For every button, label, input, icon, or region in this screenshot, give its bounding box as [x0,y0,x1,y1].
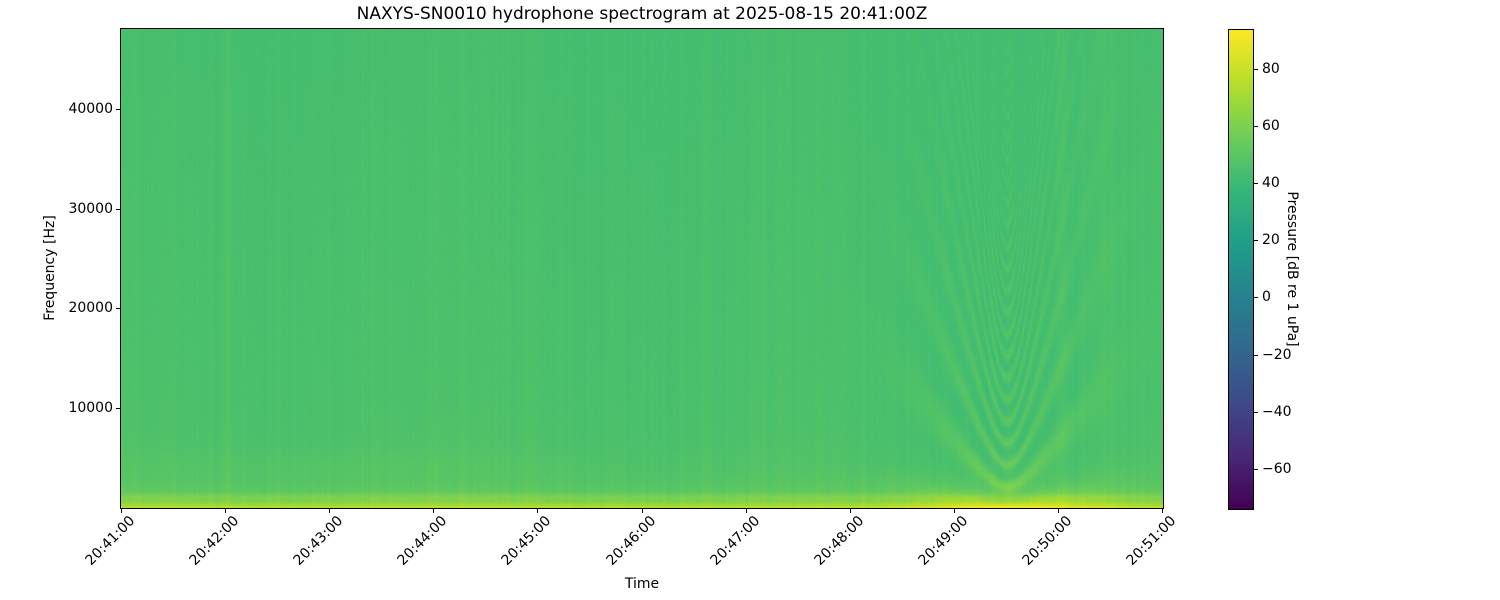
colorbar-tick-mark [1254,354,1258,356]
spectrogram-canvas [121,29,1163,508]
x-tick-mark [745,509,747,513]
x-tick-mark [849,509,851,513]
y-tick-label: 40000 [68,100,113,117]
x-tick-mark [329,509,331,513]
x-tick-mark [121,509,122,513]
colorbar [1228,29,1254,510]
colorbar-tick-label: 80 [1262,60,1280,77]
plot-area [120,28,1164,509]
x-tick-mark [225,509,227,513]
y-tick-mark [116,408,120,410]
x-tick-mark [1162,509,1163,513]
x-tick-label: 20:41:00 [82,513,139,569]
y-tick-mark [116,208,120,210]
colorbar-tick-mark [1254,182,1258,184]
colorbar-gradient [1229,30,1253,509]
colorbar-tick-mark [1254,411,1258,413]
x-axis-label: Time [624,576,660,592]
y-tick-label: 30000 [68,200,113,217]
colorbar-tick-mark [1254,68,1258,70]
y-tick-label: 20000 [68,300,113,317]
colorbar-tick-label: −40 [1262,403,1292,420]
x-tick-mark [1057,509,1059,513]
colorbar-tick-label: −60 [1262,460,1292,477]
colorbar-tick-label: 20 [1262,232,1280,249]
x-tick-mark [953,509,955,513]
colorbar-tick-label: 0 [1262,289,1271,306]
colorbar-tick-mark [1254,468,1258,470]
colorbar-label: Pressure [dB re 1 uPa] [1284,191,1300,347]
x-tick-mark [537,509,539,513]
colorbar-tick-mark [1254,125,1258,127]
colorbar-tick-mark [1254,297,1258,299]
y-tick-mark [116,108,120,110]
colorbar-tick-label: −20 [1262,346,1292,363]
colorbar-tick-mark [1254,240,1258,242]
x-tick-mark [641,509,643,513]
x-tick-mark [433,509,435,513]
colorbar-tick-label: 60 [1262,117,1280,134]
y-axis-label: Frequency [Hz] [42,215,58,321]
plot-title: NAXYS-SN0010 hydrophone spectrogram at 2… [356,4,928,24]
colorbar-tick-label: 40 [1262,174,1280,191]
y-tick-label: 10000 [68,400,113,417]
y-tick-mark [116,308,120,310]
